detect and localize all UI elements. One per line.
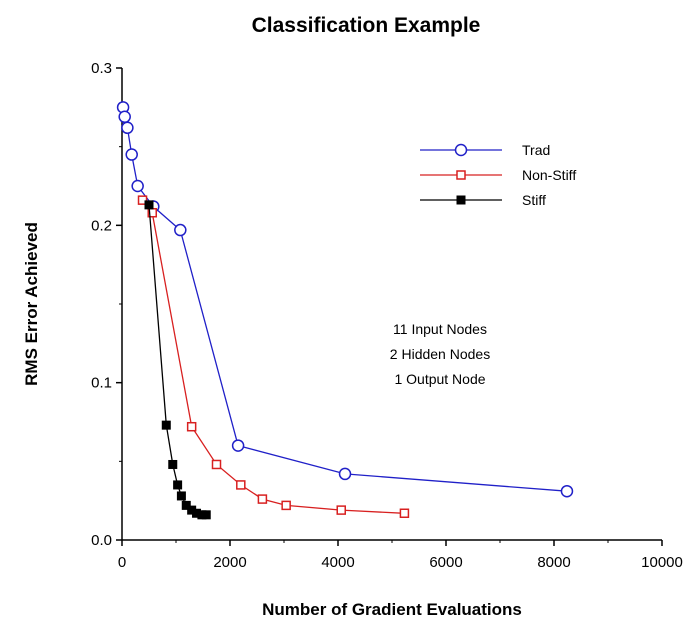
legend-item-non-stiff: Non-Stiff — [420, 167, 576, 183]
data-point-trad — [121, 121, 134, 135]
x-tick-label: 6000 — [429, 554, 462, 571]
legend-marker — [456, 170, 466, 180]
y-tick-label: 0.2 — [91, 217, 112, 234]
data-point-stiff — [201, 510, 211, 520]
chart-title: Classification Example — [252, 14, 481, 37]
data-point-stiff — [176, 491, 186, 501]
data-point-stiff — [173, 480, 183, 490]
data-point-non-stiff — [211, 459, 222, 470]
x-tick-label: 8000 — [537, 554, 570, 571]
legend-label: Non-Stiff — [522, 167, 576, 183]
legend-marker — [456, 195, 466, 205]
series-line-trad — [122, 107, 568, 492]
y-tick-label: 0.0 — [91, 532, 112, 549]
y-tick-label: 0.1 — [91, 375, 112, 392]
data-point-non-stiff — [281, 500, 291, 511]
x-tick-label: 10000 — [641, 554, 683, 571]
data-point-trad — [560, 484, 574, 498]
data-point-trad — [338, 467, 352, 481]
x-axis-label: Number of Gradient Evaluations — [262, 600, 522, 619]
legend: Trad Non-Stiff Stiff — [420, 142, 576, 208]
legend-marker — [454, 143, 468, 157]
series-line-stiff — [148, 204, 207, 516]
annotation-text: 1 Output Node — [394, 371, 485, 387]
legend-label: Stiff — [522, 192, 546, 208]
series-layer — [116, 101, 574, 520]
x-tick-label: 2000 — [213, 554, 246, 571]
data-point-trad — [125, 148, 138, 161]
data-point-trad — [131, 179, 144, 193]
data-point-stiff — [181, 500, 191, 510]
data-point-non-stiff — [186, 421, 197, 432]
annotation-text: 2 Hidden Nodes — [390, 346, 490, 362]
tick-labels: 0 2000 4000 6000 8000 10000 0.0 0.1 0.2 0.3 — [91, 60, 683, 571]
data-point-non-stiff — [336, 505, 346, 515]
legend-item-stiff: Stiff — [420, 192, 546, 208]
data-point-trad — [231, 439, 245, 452]
annotation-text: 11 Input Nodes — [393, 321, 487, 337]
series-line-non-stiff — [141, 199, 405, 514]
series-non-stiff — [137, 195, 410, 519]
y-axis-label: RMS Error Achieved — [22, 222, 41, 386]
data-point-non-stiff — [399, 508, 410, 519]
data-point-trad — [174, 223, 187, 237]
series-trad — [116, 101, 574, 498]
x-tick-label: 4000 — [321, 554, 354, 571]
data-point-non-stiff — [236, 480, 246, 490]
data-point-stiff — [161, 420, 171, 430]
data-point-non-stiff — [137, 195, 148, 205]
legend-item-trad: Trad — [420, 142, 550, 158]
axes — [121, 68, 662, 541]
data-point-non-stiff — [257, 494, 268, 504]
legend-label: Trad — [522, 142, 550, 158]
y-tick-label: 0.3 — [91, 60, 112, 77]
series-stiff — [144, 200, 211, 520]
annotations: 11 Input Nodes 2 Hidden Nodes 1 Output Nod… — [390, 321, 490, 387]
data-point-stiff — [168, 459, 178, 469]
data-point-stiff — [144, 200, 154, 210]
data-point-trad — [118, 110, 131, 124]
x-tick-label: 0 — [118, 554, 126, 571]
